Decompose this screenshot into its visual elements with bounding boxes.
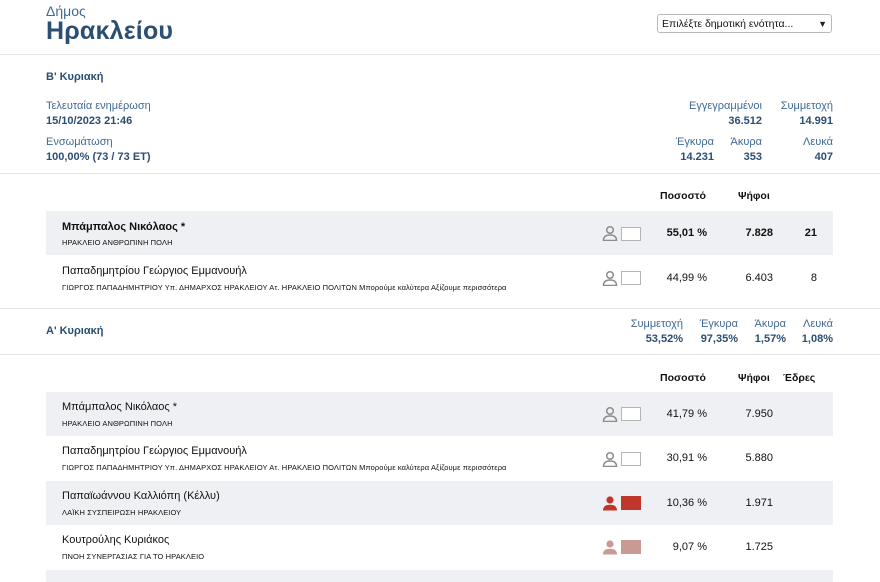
divider [0, 308, 880, 309]
party-name: ΓΙΩΡΓΟΣ ΠΑΠΑΔΗΜΗΤΡΙΟΥ Υπ. ΔΗΜΑΡΧΟΣ ΗΡΑΚΛ… [62, 283, 507, 292]
table-row[interactable]: Μπάμπαλος Νικόλαος * ΗΡΑΚΛΕΙΟ ΑΝΘΡΩΠΙΝΗ … [46, 392, 833, 436]
last-update-label: Τελευταία ενημέρωση [46, 100, 151, 112]
party-color-swatch [621, 271, 641, 285]
person-icon [603, 540, 617, 555]
round-a-title: Α' Κυριακή [46, 325, 104, 337]
party-color-swatch [621, 540, 641, 554]
divider [0, 173, 880, 174]
invalid-label: Άκυρα [754, 318, 786, 330]
chevron-down-icon: ▼ [818, 19, 827, 29]
blank-value: 1,08% [801, 333, 833, 345]
party-name: ΠΝΟΗ ΣΥΝΕΡΓΑΣΙΑΣ ΓΙΑ ΤΟ ΗΡΑΚΛΕΙΟ [62, 552, 205, 561]
person-icon [602, 225, 618, 241]
col-percent-header: Ποσοστό [660, 190, 706, 202]
candidate-name: Παπαϊωάννου Καλλιόπη (Κέλλυ) [62, 490, 220, 502]
valid-label: Έγκυρα [699, 318, 738, 330]
party-name: ΗΡΑΚΛΕΙΟ ΑΝΘΡΩΠΙΝΗ ΠΟΛΗ [62, 238, 173, 247]
party-color-swatch [621, 452, 641, 466]
votes-value: 6.403 [745, 272, 773, 284]
votes-value: 7.950 [745, 408, 773, 420]
percent-value: 41,79 % [666, 408, 707, 420]
candidate-name: Κουτρούλης Κυριάκος [62, 534, 170, 546]
municipality-label: Δήμος [46, 3, 86, 19]
page-title: Ηρακλείου [46, 17, 174, 45]
turnout-label: Συμμετοχή [780, 100, 833, 112]
unit-select[interactable]: Επιλέξτε δημοτική ενότητα... ▼ [657, 14, 832, 33]
blank-label: Λευκά [803, 136, 833, 148]
votes-value: 1.971 [745, 497, 773, 509]
party-name: ΛΑΪΚΗ ΣΥΣΠΕΙΡΩΣΗ ΗΡΑΚΛΕΙΟΥ [62, 508, 182, 517]
table-row[interactable]: Παπαδημητρίου Γεώργιος Εμμανουήλ ΓΙΩΡΓΟΣ… [46, 436, 833, 480]
turnout-label: Συμμετοχή [630, 318, 683, 330]
valid-value: 97,35% [700, 333, 738, 345]
percent-value: 10,36 % [666, 497, 707, 509]
invalid-value: 353 [743, 151, 762, 163]
turnout-value: 14.991 [799, 115, 833, 127]
valid-value: 14.231 [680, 151, 714, 163]
person-icon [602, 406, 618, 422]
party-name: ΓΙΩΡΓΟΣ ΠΑΠΑΔΗΜΗΤΡΙΟΥ Υπ. ΔΗΜΑΡΧΟΣ ΗΡΑΚΛ… [62, 463, 507, 472]
table-row[interactable]: Παπαϊωάννου Καλλιόπη (Κέλλυ) ΛΑΪΚΗ ΣΥΣΠΕ… [46, 481, 833, 525]
person-icon [603, 496, 617, 511]
blank-label: Λευκά [803, 318, 833, 330]
col-votes-header: Ψήφοι [738, 372, 770, 384]
col-seats-header: Έδρες [783, 372, 816, 384]
votes-value: 1.725 [745, 541, 773, 553]
table-row[interactable]: Μπάμπαλος Νικόλαος * ΗΡΑΚΛΕΙΟ ΑΝΘΡΩΠΙΝΗ … [46, 211, 833, 255]
col-votes-header: Ψήφοι [738, 190, 770, 202]
registered-label: Εγγεγραμμένοι [689, 100, 762, 112]
candidate-name: Παπαδημητρίου Γεώργιος Εμμανουήλ [62, 265, 247, 277]
votes-value: 5.880 [745, 452, 773, 464]
party-name: ΗΡΑΚΛΕΙΟ ΑΝΘΡΩΠΙΝΗ ΠΟΛΗ [62, 419, 173, 428]
blank-value: 407 [814, 151, 833, 163]
registered-value: 36.512 [728, 115, 762, 127]
table-row[interactable]: Κουτρούλης Κυριάκος ΠΝΟΗ ΣΥΝΕΡΓΑΣΙΑΣ ΓΙΑ… [46, 525, 833, 569]
col-percent-header: Ποσοστό [660, 372, 706, 384]
party-color-swatch [621, 407, 641, 421]
party-color-swatch [621, 496, 641, 510]
person-icon [602, 270, 618, 286]
divider [0, 354, 880, 355]
percent-value: 55,01 % [666, 227, 707, 239]
percent-value: 44,99 % [666, 272, 707, 284]
integration-label: Ενσωμάτωση [46, 136, 113, 148]
table-row[interactable]: Παπαδημητρίου Γεώργιος Εμμανουήλ ΓΙΩΡΓΟΣ… [46, 255, 833, 301]
votes-value: 7.828 [745, 227, 773, 239]
divider [0, 54, 880, 55]
round-b-title: Β' Κυριακή [46, 71, 104, 83]
candidate-name: Παπαδημητρίου Γεώργιος Εμμανουήλ [62, 445, 247, 457]
seats-value: 8 [810, 272, 817, 284]
candidate-name: Μπάμπαλος Νικόλαος * [62, 221, 186, 233]
seats-value: 21 [804, 227, 817, 239]
table-row[interactable] [46, 570, 833, 582]
invalid-label: Άκυρα [730, 136, 762, 148]
party-color-swatch [621, 227, 641, 241]
unit-select-value: Επιλέξτε δημοτική ενότητα... [662, 18, 794, 30]
percent-value: 30,91 % [666, 452, 707, 464]
integration-value: 100,00% (73 / 73 ΕΤ) [46, 151, 151, 163]
last-update-value: 15/10/2023 21:46 [46, 115, 133, 127]
percent-value: 9,07 % [672, 541, 707, 553]
person-icon [602, 451, 618, 467]
invalid-value: 1,57% [754, 333, 786, 345]
valid-label: Έγκυρα [675, 136, 714, 148]
turnout-value: 53,52% [645, 333, 683, 345]
candidate-name: Μπάμπαλος Νικόλαος * [62, 401, 178, 413]
